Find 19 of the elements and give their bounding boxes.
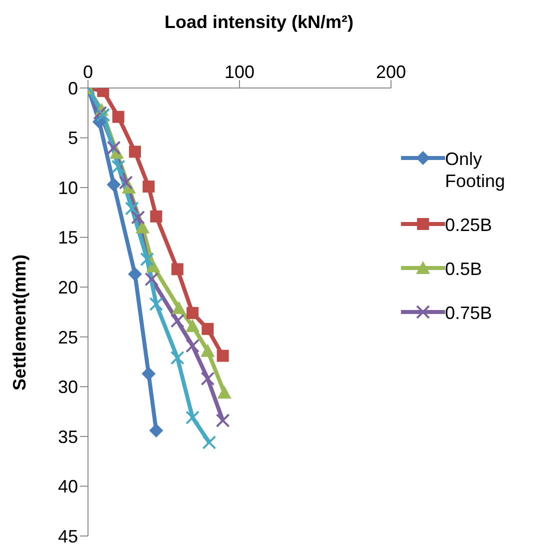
y-tick-label: 10 — [58, 178, 78, 198]
x-tick-label: 100 — [224, 62, 255, 82]
y-tick-label: 30 — [58, 377, 78, 398]
y-axis-title: Settlement(mm) — [10, 254, 30, 390]
y-tick-label: 45 — [58, 526, 78, 546]
y-tick-label: 35 — [58, 426, 78, 447]
legend-label: 0.25B — [445, 214, 494, 236]
x-axis-title: Load intensity (kN/m²) — [163, 12, 354, 33]
y-tick-label: 15 — [58, 228, 78, 248]
y-tick-label: 20 — [58, 278, 78, 298]
y-tick-label: 40 — [58, 476, 78, 497]
legend-label: Only Footing — [445, 148, 506, 192]
y-tick-label: 25 — [58, 327, 78, 348]
legend-label: 0.5B — [445, 258, 484, 280]
y-tick-label: 0 — [68, 78, 78, 98]
x-tick-label: 200 — [376, 62, 406, 82]
y-tick-label: 5 — [68, 128, 78, 148]
legend-label: 0.75B — [445, 302, 494, 324]
x-tick-label: 0 — [82, 62, 94, 82]
